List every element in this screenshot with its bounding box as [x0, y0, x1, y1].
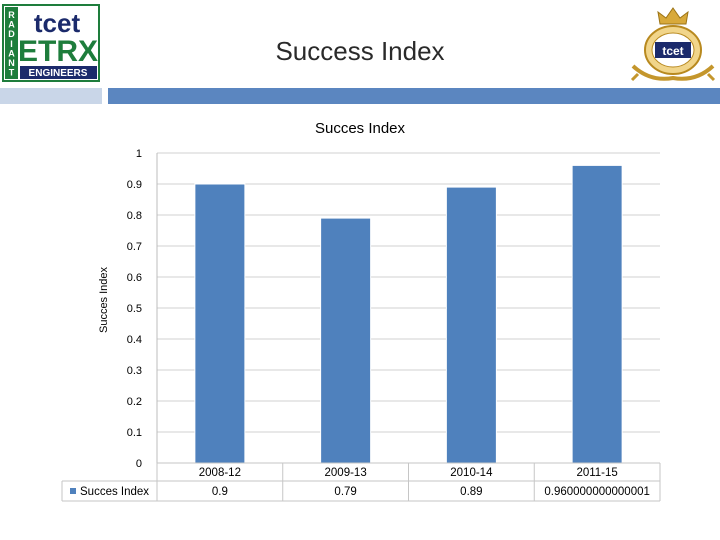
table-value: 0.79	[334, 486, 356, 498]
chart-title: Succes Index	[315, 120, 406, 137]
svg-text:I: I	[10, 39, 13, 49]
category-label: 2011-15	[576, 467, 617, 479]
y-tick-label: 0.7	[127, 241, 142, 253]
legend-key	[70, 488, 76, 494]
y-tick-label: 0.5	[127, 303, 142, 315]
y-tick-label: 0	[136, 458, 142, 470]
bar-2008-12	[194, 183, 246, 464]
svg-text:ENGINEERS: ENGINEERS	[29, 68, 88, 79]
svg-text:R: R	[8, 10, 15, 20]
svg-text:tcet: tcet	[34, 8, 81, 38]
svg-text:A: A	[8, 20, 15, 30]
y-axis-label: Succes Index	[98, 266, 110, 333]
table-value: 0.89	[460, 486, 482, 498]
bar-2009-13	[320, 217, 372, 464]
category-label: 2009-13	[325, 467, 367, 479]
svg-text:tcet: tcet	[662, 44, 683, 58]
y-tick-label: 0.4	[127, 334, 142, 346]
y-tick-label: 0.1	[127, 427, 142, 439]
svg-text:A: A	[8, 48, 15, 58]
y-tick-label: 0.6	[127, 272, 142, 284]
y-tick-label: 1	[136, 148, 142, 160]
category-label: 2010-14	[450, 467, 493, 479]
y-tick-label: 0.9	[127, 179, 142, 191]
header-band-light	[0, 88, 102, 104]
svg-text:T: T	[9, 68, 15, 78]
y-tick-label: 0.3	[127, 365, 142, 377]
slide-title: Success Index	[275, 36, 445, 66]
legend-series-name: Succes Index	[80, 486, 149, 498]
table-value: 0.9	[212, 486, 228, 498]
table-value: 0.960000000000001	[544, 486, 650, 498]
bar-2010-14	[445, 186, 497, 464]
y-tick-label: 0.8	[127, 210, 142, 222]
category-label: 2008-12	[199, 467, 241, 479]
svg-text:N: N	[8, 58, 15, 68]
tcet-crest-logo: tcet	[630, 7, 716, 82]
y-tick-label: 0.2	[127, 396, 142, 408]
header-band-dark	[108, 88, 720, 104]
svg-text:ETRX: ETRX	[18, 35, 98, 68]
bar-2011-15	[571, 164, 623, 464]
svg-text:D: D	[8, 29, 15, 39]
